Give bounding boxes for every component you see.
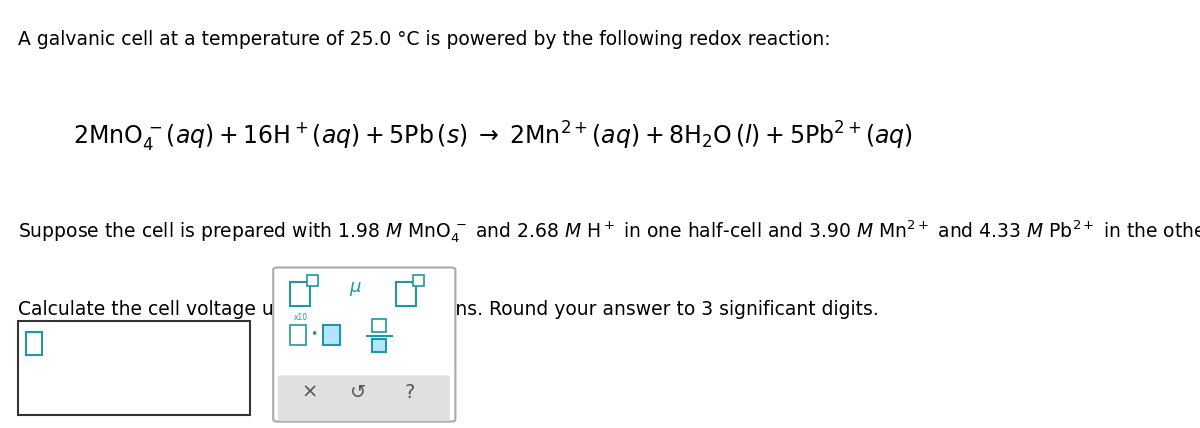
FancyBboxPatch shape — [18, 321, 251, 415]
Text: •: • — [311, 328, 318, 341]
Text: Suppose the cell is prepared with 1.98 $\mathit{M}$ MnO$_4^{\,-}$ and 2.68 $\mat: Suppose the cell is prepared with 1.98 $… — [18, 218, 1200, 245]
Text: x10: x10 — [294, 313, 308, 322]
FancyBboxPatch shape — [307, 275, 318, 286]
FancyBboxPatch shape — [372, 339, 386, 352]
Text: Calculate the cell voltage under these conditions. Round your answer to 3 signif: Calculate the cell voltage under these c… — [18, 300, 878, 318]
FancyBboxPatch shape — [25, 332, 42, 355]
FancyBboxPatch shape — [396, 282, 416, 306]
Text: ?: ? — [404, 383, 415, 402]
Text: $\mathregular{2MnO_4^{\,-}(}$$\mathit{aq}$$\mathregular{) + 16H^+(}$$\mathit{aq}: $\mathregular{2MnO_4^{\,-}(}$$\mathit{aq… — [73, 120, 913, 154]
FancyBboxPatch shape — [414, 275, 425, 286]
FancyBboxPatch shape — [277, 375, 450, 421]
FancyBboxPatch shape — [289, 282, 310, 306]
FancyBboxPatch shape — [372, 319, 386, 332]
Text: $\mu$: $\mu$ — [349, 280, 361, 298]
Text: ↺: ↺ — [349, 383, 366, 402]
Text: ×: × — [301, 383, 318, 402]
Text: A galvanic cell at a temperature of 25.0 °C is powered by the following redox re: A galvanic cell at a temperature of 25.0… — [18, 30, 830, 49]
FancyBboxPatch shape — [274, 268, 455, 422]
FancyBboxPatch shape — [289, 325, 306, 345]
FancyBboxPatch shape — [323, 325, 340, 345]
